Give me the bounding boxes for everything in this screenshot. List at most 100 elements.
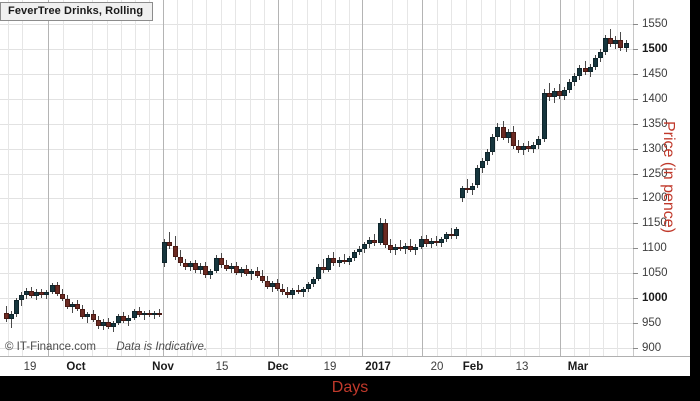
candlestick[interactable]: [556, 0, 562, 356]
candlestick[interactable]: [531, 0, 537, 356]
candlestick[interactable]: [433, 0, 439, 356]
candlestick[interactable]: [182, 0, 188, 356]
candlestick[interactable]: [264, 0, 270, 356]
candlestick[interactable]: [372, 0, 378, 356]
candlestick[interactable]: [387, 0, 393, 356]
candlestick[interactable]: [187, 0, 193, 356]
candlestick[interactable]: [254, 0, 260, 356]
candlestick[interactable]: [18, 0, 24, 356]
candlestick[interactable]: [423, 0, 429, 356]
candlestick[interactable]: [485, 0, 491, 356]
candlestick[interactable]: [116, 0, 122, 356]
candlestick[interactable]: [152, 0, 158, 356]
candlestick[interactable]: [603, 0, 608, 356]
candlestick[interactable]: [567, 0, 573, 356]
candlestick[interactable]: [146, 0, 152, 356]
candlestick[interactable]: [398, 0, 404, 356]
candlestick-plot[interactable]: [0, 0, 633, 356]
candlestick[interactable]: [208, 0, 214, 356]
candlestick[interactable]: [85, 0, 91, 356]
candlestick[interactable]: [526, 0, 532, 356]
candlestick[interactable]: [316, 0, 322, 356]
candlestick[interactable]: [582, 0, 588, 356]
candlestick[interactable]: [280, 0, 286, 356]
candlestick[interactable]: [382, 0, 388, 356]
candlestick[interactable]: [244, 0, 250, 356]
candlestick[interactable]: [95, 0, 101, 356]
candlestick[interactable]: [228, 0, 234, 356]
candlestick[interactable]: [157, 0, 163, 356]
candlestick[interactable]: [351, 0, 357, 356]
chart-plot-area[interactable]: FeverTree Drinks, Rolling © IT-Finance.c…: [0, 0, 633, 356]
candlestick[interactable]: [64, 0, 70, 356]
candlestick[interactable]: [239, 0, 245, 356]
candlestick[interactable]: [587, 0, 593, 356]
candlestick[interactable]: [259, 0, 265, 356]
candlestick[interactable]: [8, 0, 14, 356]
candlestick[interactable]: [490, 0, 496, 356]
candlestick[interactable]: [100, 0, 106, 356]
candlestick[interactable]: [623, 0, 629, 356]
candlestick[interactable]: [428, 0, 434, 356]
candlestick[interactable]: [167, 0, 173, 356]
candlestick[interactable]: [572, 0, 578, 356]
candlestick[interactable]: [275, 0, 281, 356]
candlestick[interactable]: [75, 0, 81, 356]
candlestick[interactable]: [326, 0, 332, 356]
candlestick[interactable]: [177, 0, 183, 356]
candlestick[interactable]: [469, 0, 475, 356]
candlestick[interactable]: [413, 0, 419, 356]
candlestick[interactable]: [126, 0, 132, 356]
candlestick[interactable]: [546, 0, 552, 356]
candlestick[interactable]: [608, 0, 614, 356]
candlestick[interactable]: [13, 0, 19, 356]
candlestick[interactable]: [403, 0, 409, 356]
candlestick[interactable]: [131, 0, 137, 356]
candlestick[interactable]: [613, 0, 619, 356]
candlestick[interactable]: [310, 0, 316, 356]
candlestick[interactable]: [198, 0, 204, 356]
candlestick[interactable]: [618, 0, 624, 356]
candlestick[interactable]: [418, 0, 424, 356]
candlestick[interactable]: [111, 0, 117, 356]
candlestick[interactable]: [321, 0, 327, 356]
candlestick[interactable]: [357, 0, 363, 356]
candlestick[interactable]: [367, 0, 373, 356]
candlestick[interactable]: [121, 0, 127, 356]
candlestick[interactable]: [193, 0, 199, 356]
candlestick[interactable]: [439, 0, 445, 356]
candlestick[interactable]: [551, 0, 557, 356]
candlestick[interactable]: [597, 0, 603, 356]
candlestick[interactable]: [223, 0, 229, 356]
candlestick[interactable]: [49, 0, 55, 356]
candlestick[interactable]: [408, 0, 414, 356]
candlestick[interactable]: [454, 0, 460, 356]
candlestick[interactable]: [105, 0, 111, 356]
candlestick[interactable]: [54, 0, 60, 356]
candlestick[interactable]: [510, 0, 516, 356]
candlestick[interactable]: [505, 0, 511, 356]
candlestick[interactable]: [541, 0, 547, 356]
candlestick[interactable]: [39, 0, 45, 356]
candlestick[interactable]: [392, 0, 398, 356]
candlestick[interactable]: [562, 0, 567, 356]
candlestick[interactable]: [162, 0, 168, 356]
candlestick[interactable]: [300, 0, 306, 356]
candlestick[interactable]: [459, 0, 465, 356]
candlestick[interactable]: [269, 0, 275, 356]
candlestick[interactable]: [305, 0, 311, 356]
candlestick[interactable]: [70, 0, 76, 356]
candlestick[interactable]: [377, 0, 383, 356]
candlestick[interactable]: [515, 0, 521, 356]
candlestick[interactable]: [218, 0, 224, 356]
candlestick[interactable]: [285, 0, 291, 356]
candlestick[interactable]: [362, 0, 368, 356]
candlestick[interactable]: [536, 0, 542, 356]
candlestick[interactable]: [59, 0, 65, 356]
candlestick[interactable]: [500, 0, 506, 356]
candlestick[interactable]: [480, 0, 486, 356]
candlestick[interactable]: [592, 0, 598, 356]
candlestick[interactable]: [3, 0, 9, 356]
candlestick[interactable]: [29, 0, 35, 356]
candlestick[interactable]: [444, 0, 450, 356]
